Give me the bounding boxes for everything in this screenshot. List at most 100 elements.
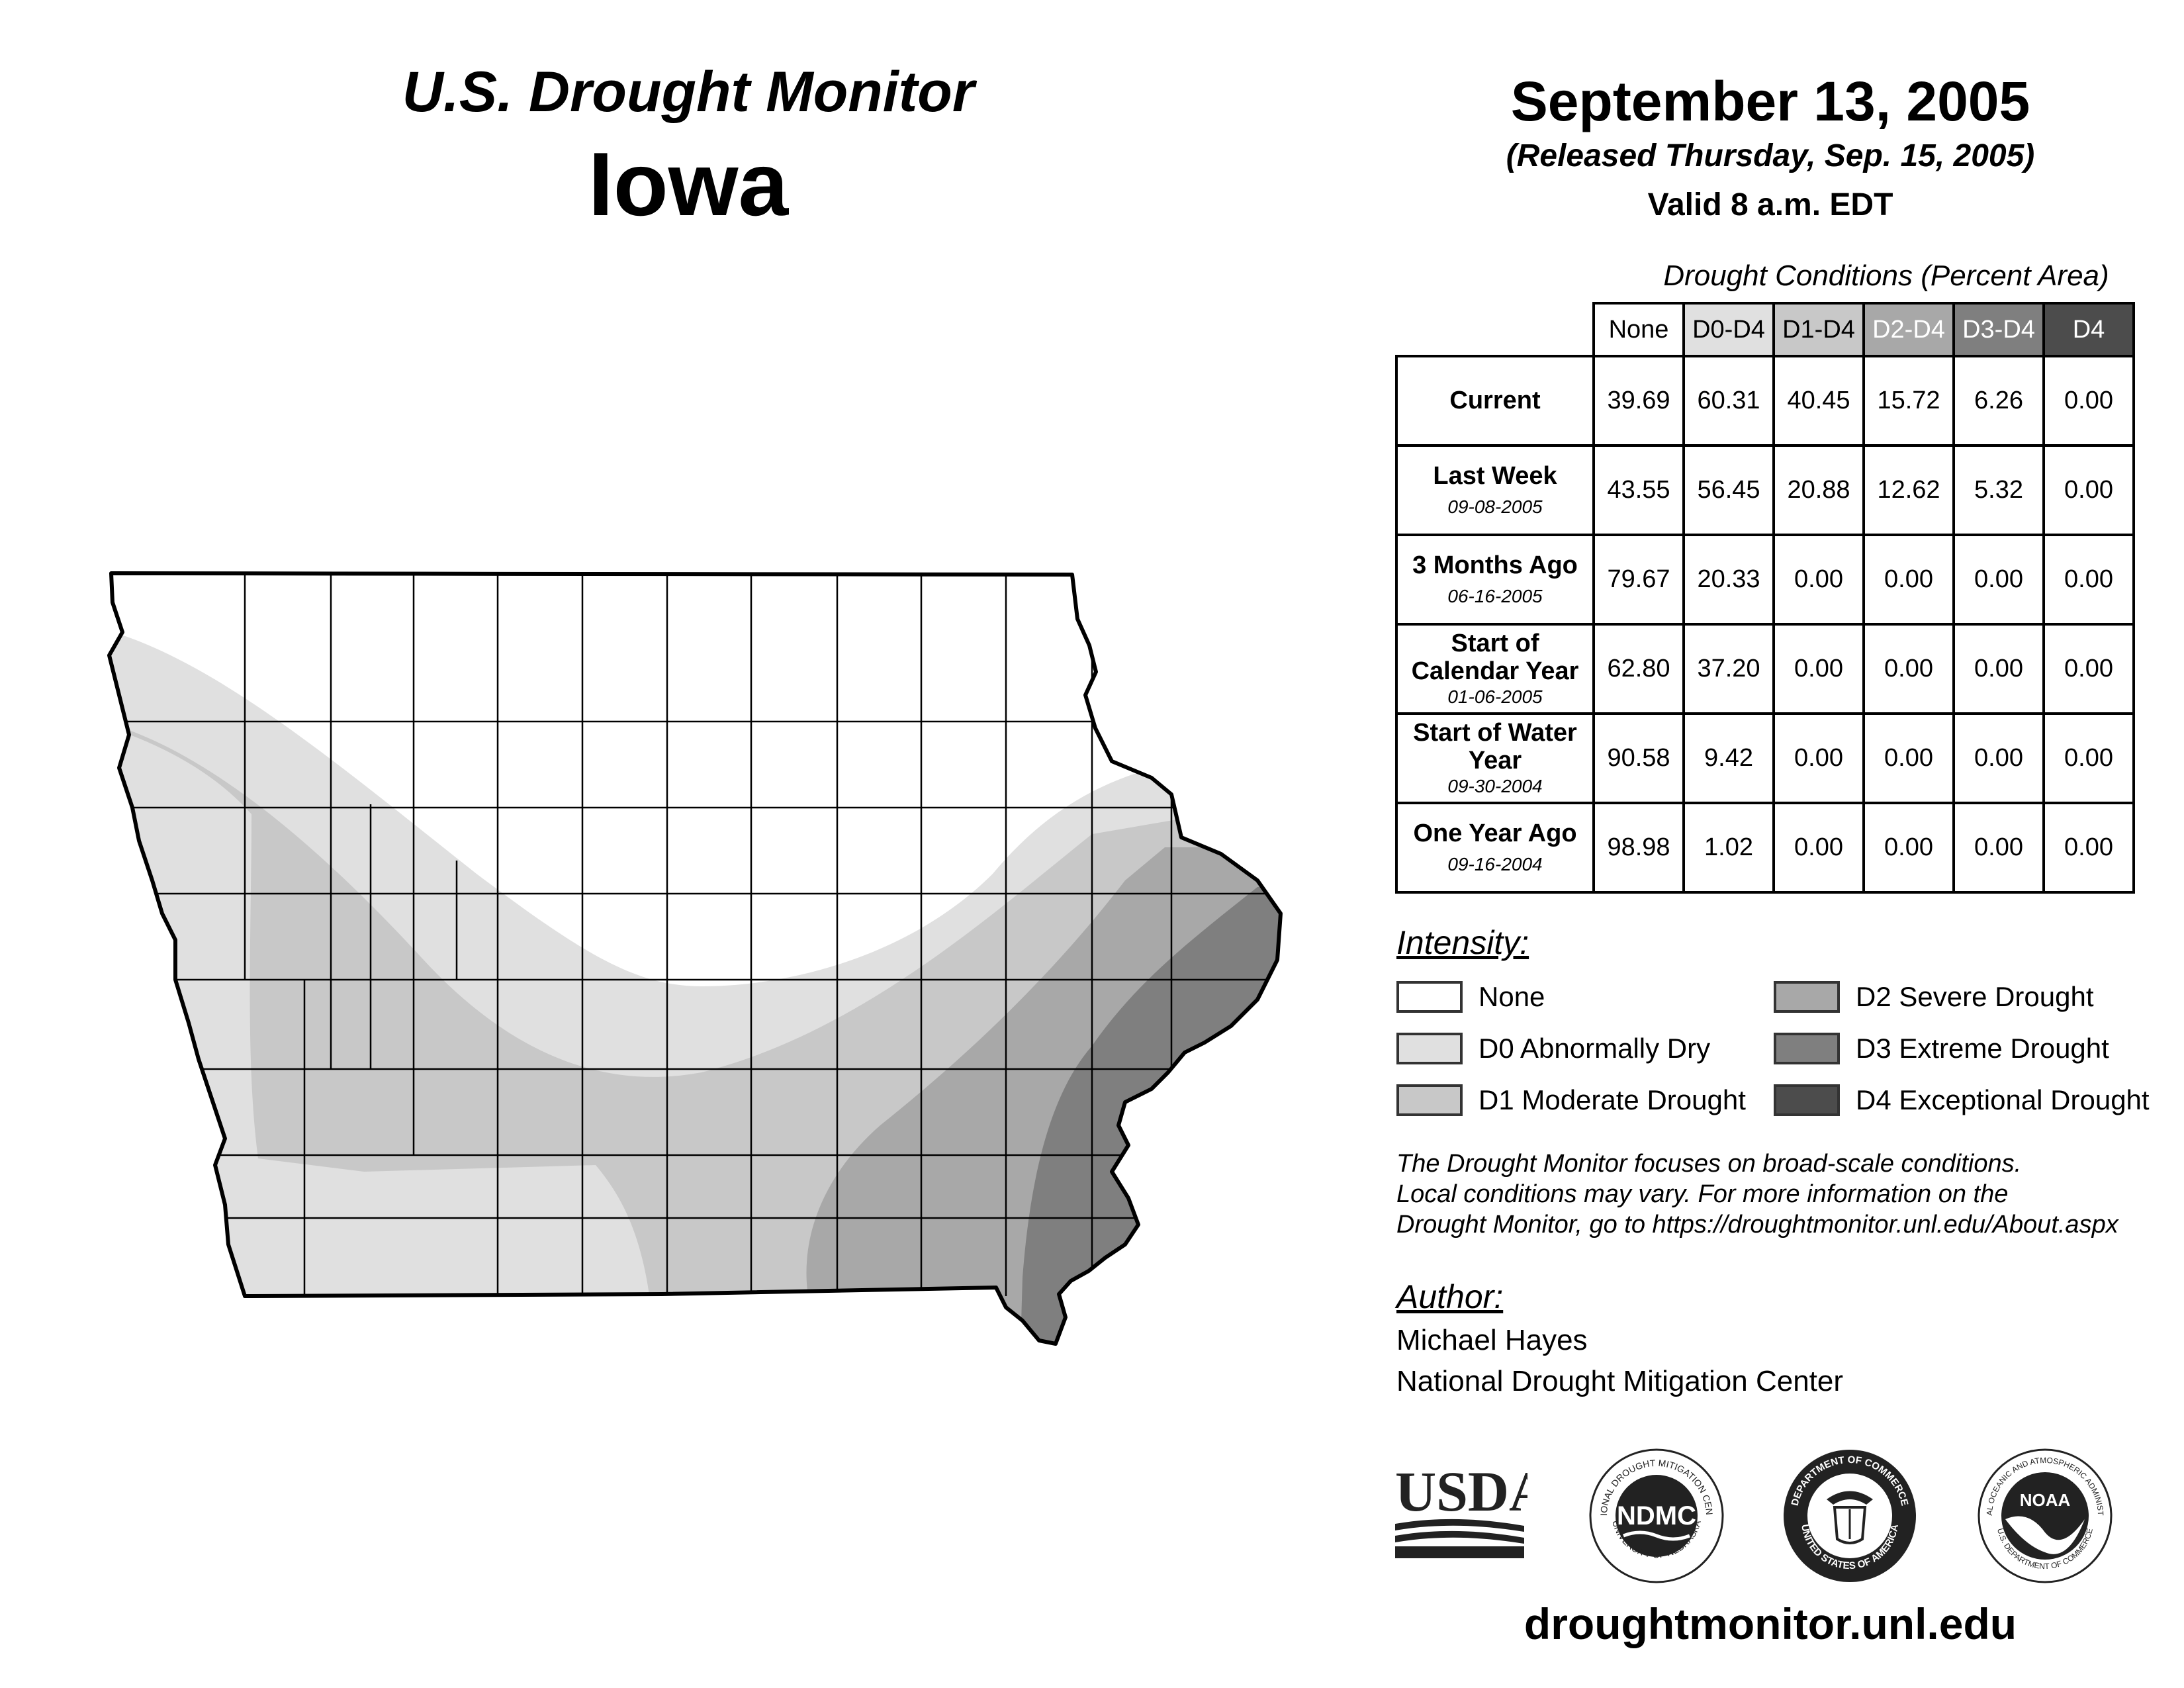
svg-text:NOAA: NOAA — [2020, 1490, 2071, 1510]
table-cell: 9.42 — [1682, 712, 1775, 804]
table-cell: 98.98 — [1592, 802, 1685, 894]
table-cell: 60.31 — [1682, 355, 1775, 447]
table-cell: 0.00 — [2042, 444, 2135, 536]
legend-swatch — [1396, 1033, 1463, 1064]
legend-swatch — [1396, 1084, 1463, 1116]
map-title: U.S. Drought Monitor — [402, 60, 975, 124]
row-label-text: Start of Calendar Year — [1411, 630, 1579, 686]
table-cell: 0.00 — [2042, 355, 2135, 447]
table-cell: 0.00 — [1952, 802, 2045, 894]
svg-text:USDA: USDA — [1395, 1463, 1527, 1523]
legend-label: D3 Extreme Drought — [1856, 1033, 2109, 1064]
author-org: National Drought Mitigation Center — [1396, 1365, 1844, 1397]
legend-item-d0: D0 Abnormally Dry — [1396, 1030, 1710, 1067]
legend-swatch — [1396, 981, 1463, 1013]
noaa-logo: NATIONAL OCEANIC AND ATMOSPHERIC ADMINIS… — [1976, 1446, 2113, 1583]
row-label: Current — [1395, 355, 1595, 447]
table-cell: 0.00 — [2042, 534, 2135, 626]
legend-item-d4: D4 Exceptional Drought — [1774, 1082, 2150, 1119]
table-cell: 0.00 — [1952, 534, 2045, 626]
table-cell: 37.20 — [1682, 623, 1775, 715]
table-cell: 39.69 — [1592, 355, 1685, 447]
author-name: Michael Hayes — [1396, 1324, 1588, 1356]
legend-label: D0 Abnormally Dry — [1479, 1033, 1711, 1064]
table-cell: 0.00 — [1862, 534, 1955, 626]
col-header-none: None — [1592, 302, 1685, 357]
row-date: 06-16-2005 — [1447, 586, 1543, 606]
legend-label: D1 Moderate Drought — [1479, 1084, 1746, 1115]
table-cell: 0.00 — [1772, 623, 1865, 715]
disclaimer-note: The Drought Monitor focuses on broad-sca… — [1396, 1149, 2177, 1240]
table-cell: 0.00 — [1772, 712, 1865, 804]
table-cell: 5.32 — [1952, 444, 2045, 536]
row-label: One Year Ago 09-16-2004 — [1395, 802, 1595, 894]
table-cell: 20.33 — [1682, 534, 1775, 626]
row-label-text: 3 Months Ago — [1412, 551, 1578, 580]
row-label-text: Start of Water Year — [1413, 719, 1577, 775]
row-label: Last Week 09-08-2005 — [1395, 444, 1595, 536]
col-header-d2-d4: D2-D4 — [1862, 302, 1955, 357]
table-cell: 0.00 — [2042, 623, 2135, 715]
usda-logo: USDA — [1395, 1463, 1527, 1558]
legend-item-none: None — [1396, 978, 1545, 1015]
drought-conditions-table: None D0-D4 D1-D4 D2-D4 D3-D4 D4 Current … — [1395, 302, 2135, 894]
row-label-text: Last Week — [1433, 462, 1557, 491]
table-cell: 0.00 — [1772, 534, 1865, 626]
iowa-drought-map — [107, 571, 1283, 1346]
website-url: droughtmonitor.unl.edu — [1524, 1599, 2017, 1648]
conditions-table-title: Drought Conditions (Percent Area) — [1663, 259, 2109, 292]
table-cell: 0.00 — [1772, 802, 1865, 894]
legend-item-d3: D3 Extreme Drought — [1774, 1030, 2109, 1067]
table-cell: 40.45 — [1772, 355, 1865, 447]
table-row: Start of Calendar Year 01-06-2005 62.80 3… — [1395, 623, 2135, 715]
table-cell: 12.62 — [1862, 444, 1955, 536]
legend-swatch — [1774, 1084, 1840, 1116]
row-label: Start of Calendar Year 01-06-2005 — [1395, 623, 1595, 715]
svg-text:NDMC: NDMC — [1617, 1501, 1696, 1530]
table-cell: 90.58 — [1592, 712, 1685, 804]
map-date: September 13, 2005 — [1510, 70, 2030, 132]
table-cell: 43.55 — [1592, 444, 1685, 536]
legend-title: Intensity: — [1396, 924, 1529, 961]
table-row: Start of Water Year 09-30-2004 90.58 9.42… — [1395, 712, 2135, 804]
col-header-d0-d4: D0-D4 — [1682, 302, 1775, 357]
row-date: 09-08-2005 — [1447, 496, 1543, 517]
note-line: Drought Monitor, go to https://droughtmo… — [1396, 1211, 2118, 1239]
row-date: 09-30-2004 — [1447, 775, 1543, 796]
table-cell: 15.72 — [1862, 355, 1955, 447]
legend-label: D2 Severe Drought — [1856, 981, 2094, 1012]
table-cell: 0.00 — [1862, 623, 1955, 715]
department-of-commerce-seal: DEPARTMENT OF COMMERCE UNITED STATES OF … — [1784, 1450, 1916, 1582]
table-cell: 1.02 — [1682, 802, 1775, 894]
legend-item-d2: D2 Severe Drought — [1774, 978, 2094, 1015]
table-row: Current 39.69 60.31 40.45 15.72 6.26 0.0… — [1395, 355, 2135, 447]
table-cell: 0.00 — [1952, 712, 2045, 804]
table-cell: 0.00 — [1952, 623, 2045, 715]
state-name: Iowa — [588, 134, 789, 234]
table-row: One Year Ago 09-16-2004 98.98 1.02 0.00 0… — [1395, 802, 2135, 894]
ndmc-logo: NATIONAL DROUGHT MITIGATION CENTER UNIVE… — [1587, 1446, 1724, 1583]
row-label: 3 Months Ago 06-16-2005 — [1395, 534, 1595, 626]
row-label: Start of Water Year 09-30-2004 — [1395, 712, 1595, 804]
row-label-text: Current — [1449, 386, 1541, 414]
legend-label: D4 Exceptional Drought — [1856, 1084, 2150, 1115]
legend-label: None — [1479, 981, 1545, 1012]
note-line: Local conditions may vary. For more info… — [1396, 1180, 2009, 1208]
table-row: 3 Months Ago 06-16-2005 79.67 20.33 0.00 … — [1395, 534, 2135, 626]
valid-time: Valid 8 a.m. EDT — [1647, 187, 1893, 222]
table-cell: 79.67 — [1592, 534, 1685, 626]
release-date: (Released Thursday, Sep. 15, 2005) — [1506, 138, 2035, 173]
row-date: 01-06-2005 — [1447, 686, 1543, 707]
table-cell: 20.88 — [1772, 444, 1865, 536]
row-date: 09-16-2004 — [1447, 854, 1543, 874]
table-cell: 0.00 — [2042, 712, 2135, 804]
table-cell: 0.00 — [2042, 802, 2135, 894]
table-cell: 62.80 — [1592, 623, 1685, 715]
col-header-d3-d4: D3-D4 — [1952, 302, 2045, 357]
table-corner — [1396, 303, 1594, 356]
col-header-d4: D4 — [2042, 302, 2135, 357]
table-cell: 6.26 — [1952, 355, 2045, 447]
col-header-d1-d4: D1-D4 — [1772, 302, 1865, 357]
table-cell: 0.00 — [1862, 712, 1955, 804]
legend-swatch — [1774, 981, 1840, 1013]
